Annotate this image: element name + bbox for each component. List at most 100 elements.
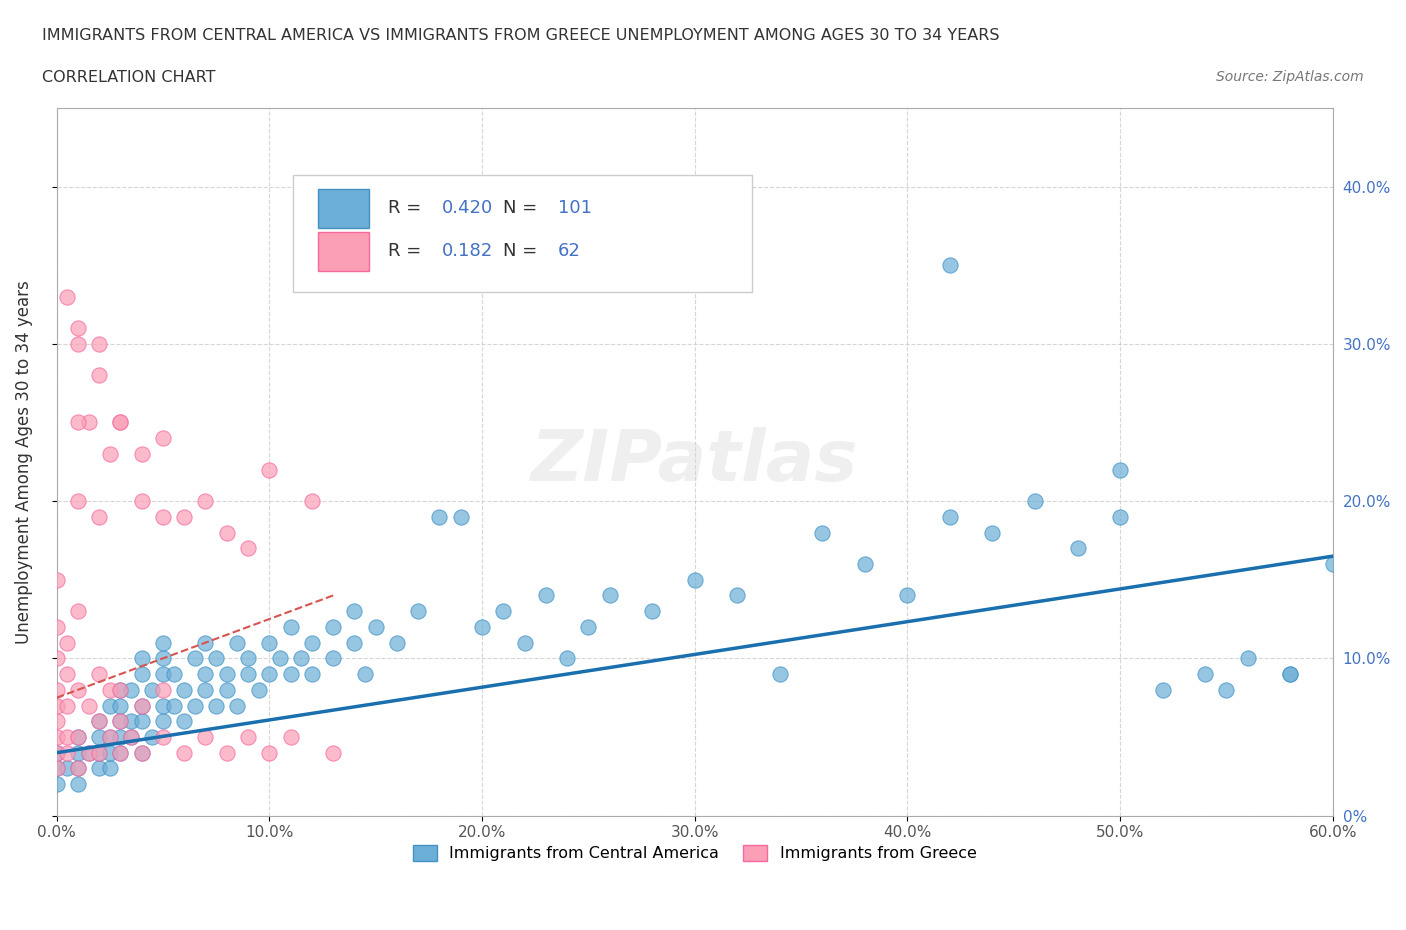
Point <box>194 635 217 650</box>
Point <box>205 698 228 713</box>
Point <box>226 635 249 650</box>
Point <box>343 604 366 618</box>
Point <box>343 635 366 650</box>
Point <box>56 635 79 650</box>
Text: R =: R = <box>388 199 427 218</box>
Point <box>215 525 238 540</box>
Point <box>555 651 578 666</box>
Point <box>66 321 89 336</box>
Point <box>45 698 67 713</box>
Point <box>513 635 536 650</box>
Point <box>120 683 142 698</box>
Point <box>89 714 111 729</box>
Point <box>131 745 153 760</box>
Point <box>769 667 792 682</box>
Point <box>322 745 344 760</box>
Point <box>226 698 249 713</box>
Point <box>152 431 174 445</box>
Text: 62: 62 <box>558 242 581 260</box>
Point <box>406 604 429 618</box>
Point <box>1152 683 1174 698</box>
Point <box>236 651 259 666</box>
Point <box>66 761 89 776</box>
Point <box>301 667 323 682</box>
Point <box>450 510 472 525</box>
Point <box>110 415 132 430</box>
Text: R =: R = <box>388 242 433 260</box>
Point <box>110 714 132 729</box>
Point <box>45 729 67 744</box>
Point <box>141 729 163 744</box>
Point <box>45 683 67 698</box>
Point <box>215 745 238 760</box>
Point <box>98 729 121 744</box>
Point <box>89 729 111 744</box>
Point <box>1322 556 1344 571</box>
Point <box>131 714 153 729</box>
Point <box>194 683 217 698</box>
Point <box>89 761 111 776</box>
Point <box>152 729 174 744</box>
Point <box>301 494 323 509</box>
Text: ZIPatlas: ZIPatlas <box>531 427 859 497</box>
Point <box>66 777 89 791</box>
Point <box>385 635 408 650</box>
Point <box>215 683 238 698</box>
Point <box>269 651 291 666</box>
Point <box>215 667 238 682</box>
Point <box>364 619 387 634</box>
Point <box>194 494 217 509</box>
Text: N =: N = <box>503 199 543 218</box>
Point <box>173 745 195 760</box>
Point <box>45 651 67 666</box>
Point <box>939 510 962 525</box>
Point <box>205 651 228 666</box>
FancyBboxPatch shape <box>292 175 752 292</box>
Point <box>939 258 962 272</box>
Point <box>471 619 494 634</box>
Point <box>120 729 142 744</box>
Text: N =: N = <box>503 242 548 260</box>
Point <box>492 604 515 618</box>
Point <box>89 745 111 760</box>
Point <box>811 525 834 540</box>
Point <box>45 777 67 791</box>
Y-axis label: Unemployment Among Ages 30 to 34 years: Unemployment Among Ages 30 to 34 years <box>15 280 32 644</box>
Point <box>89 510 111 525</box>
Point <box>110 683 132 698</box>
Point <box>534 588 557 603</box>
Text: CORRELATION CHART: CORRELATION CHART <box>42 70 215 85</box>
Text: 0.182: 0.182 <box>441 242 494 260</box>
Point <box>1279 667 1302 682</box>
Point <box>66 761 89 776</box>
Point <box>98 729 121 744</box>
Point <box>236 667 259 682</box>
Point <box>66 494 89 509</box>
Point <box>152 651 174 666</box>
Point <box>429 510 451 525</box>
Point <box>259 462 281 477</box>
Point <box>599 588 621 603</box>
Point <box>259 635 281 650</box>
Point <box>89 714 111 729</box>
Text: 101: 101 <box>558 199 592 218</box>
Point <box>56 729 79 744</box>
Point <box>45 572 67 587</box>
Point <box>152 635 174 650</box>
Point <box>576 619 599 634</box>
Point <box>1236 651 1258 666</box>
Point <box>120 729 142 744</box>
Point <box>247 683 270 698</box>
Point <box>280 619 302 634</box>
Point <box>194 729 217 744</box>
Text: Source: ZipAtlas.com: Source: ZipAtlas.com <box>1216 70 1364 84</box>
Point <box>45 714 67 729</box>
Point <box>131 667 153 682</box>
Point <box>162 698 184 713</box>
Point <box>184 651 207 666</box>
Point <box>194 667 217 682</box>
Point <box>89 337 111 352</box>
Point <box>131 494 153 509</box>
Point <box>110 415 132 430</box>
Point <box>152 510 174 525</box>
